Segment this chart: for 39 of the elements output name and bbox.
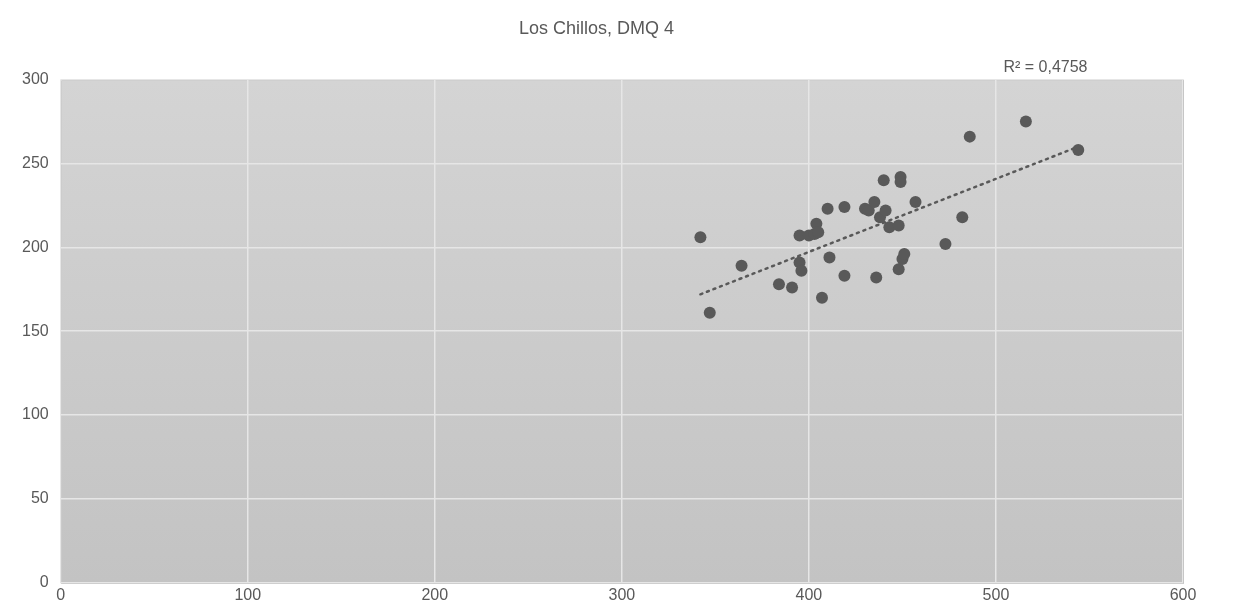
y-tick-label: 150 [21, 321, 49, 339]
y-tick-label: 100 [21, 405, 49, 423]
chart-title: Los Chillos, DMQ 4 [518, 17, 675, 38]
point [909, 196, 922, 209]
point [879, 204, 892, 217]
x-tick-label: 200 [421, 585, 449, 603]
x-tick-label: 400 [795, 585, 823, 603]
point [838, 269, 851, 282]
point [795, 264, 808, 277]
point [868, 196, 881, 209]
point [703, 306, 716, 319]
point [963, 130, 976, 143]
x-tick-label: 500 [982, 585, 1010, 603]
y-tick-label: 0 [39, 573, 49, 591]
y-tick-label: 250 [21, 153, 49, 171]
x-tick-label: 100 [234, 585, 262, 603]
point [735, 259, 748, 272]
point [815, 291, 828, 304]
point [823, 251, 836, 264]
point [786, 281, 799, 294]
point [694, 231, 707, 244]
x-tick-label: 0 [56, 585, 66, 603]
point [838, 201, 851, 214]
point [1019, 115, 1032, 128]
point [772, 278, 785, 291]
point [821, 202, 834, 215]
point [1072, 144, 1085, 157]
point [939, 237, 952, 250]
point [877, 174, 890, 187]
point [892, 219, 905, 232]
point [956, 211, 969, 224]
text: R² = 0,4758 [1003, 58, 1088, 76]
x-tick-label: 600 [1169, 585, 1197, 603]
x-tick-label: 300 [608, 585, 636, 603]
y-tick-label: 50 [30, 489, 49, 507]
point [870, 271, 883, 284]
point [892, 263, 905, 276]
y-tick-label: 300 [21, 70, 49, 88]
y-tick-label: 200 [21, 237, 49, 255]
